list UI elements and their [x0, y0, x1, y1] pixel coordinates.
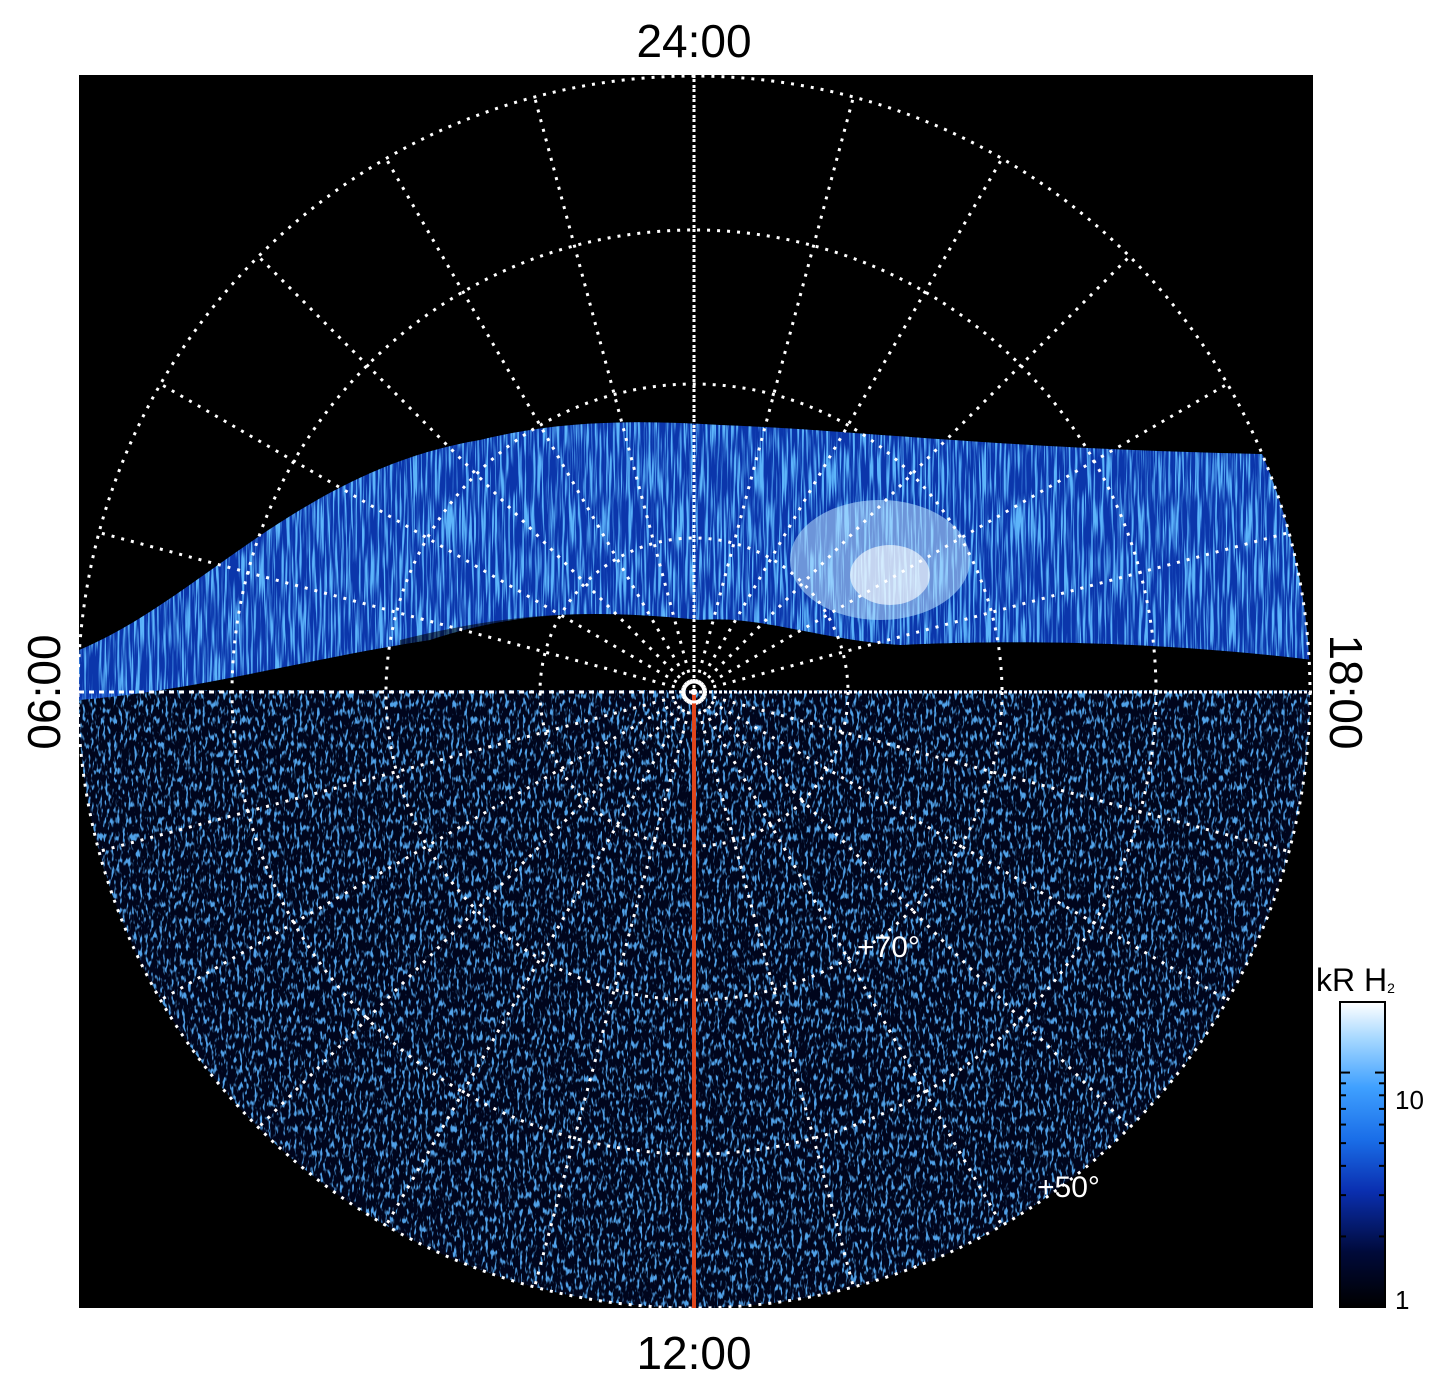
local-time-label-top: 24:00: [636, 15, 752, 67]
meridian-line: [693, 382, 1229, 694]
meridian-line: [692, 157, 1004, 693]
meridian-line: [692, 690, 1131, 1129]
local-time-label-right: 18:00: [1320, 634, 1372, 750]
meridian-line: [384, 691, 696, 1227]
colorbar-tick-label-1: 1: [1395, 1285, 1410, 1315]
colorbar-title: kR H2: [1316, 962, 1395, 999]
meridian-line: [533, 96, 696, 693]
colorbar: [1339, 1001, 1386, 1308]
meridian-line: [533, 691, 696, 1288]
meridian-line: [159, 382, 695, 694]
meridian-line: [693, 690, 1290, 853]
latitude-label-70: +70°: [857, 931, 920, 964]
colorbar-tick-marks: [1340, 1001, 1385, 1308]
local-time-label-bottom: 12:00: [636, 1327, 752, 1379]
colorbar-title-subscript: 2: [1387, 980, 1395, 996]
latitude-longitude-grid: [76, 74, 1313, 1310]
meridian-line: [384, 157, 696, 693]
circle-dot-icon: [682, 680, 706, 704]
meridian-line: [692, 255, 1131, 694]
meridian-line: [693, 531, 1290, 694]
meridian-line: [692, 691, 1004, 1227]
meridian-line: [692, 96, 855, 693]
meridian-line: [257, 255, 696, 694]
meridian-line: [98, 531, 695, 694]
meridian-line: [159, 690, 695, 1002]
colorbar-tick-label-10: 10: [1395, 1085, 1424, 1115]
meridian-line: [692, 691, 855, 1288]
meridian-line: [98, 690, 695, 853]
latitude-label-50: +50°: [1037, 1171, 1100, 1204]
local-time-label-left: 06:00: [18, 634, 70, 750]
meridian-line: [257, 690, 696, 1129]
colorbar-title-text: kR H: [1316, 962, 1388, 998]
meridian-line: [693, 690, 1229, 1002]
